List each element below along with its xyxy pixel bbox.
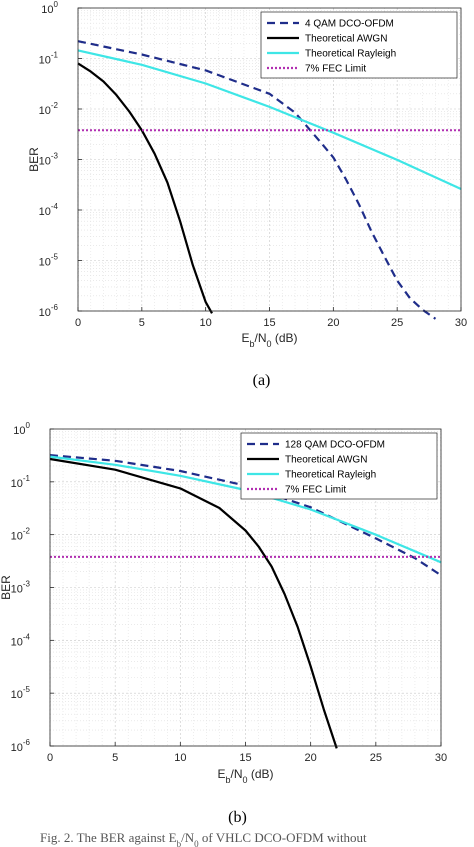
y-tick-label: 10-4 — [11, 632, 31, 648]
y-tick-base: 10 — [11, 531, 23, 543]
panel-caption: (a) — [253, 372, 271, 389]
legend-entry-label: 7% FEC Limit — [305, 64, 366, 75]
x-tick-label: 15 — [239, 752, 251, 764]
y-tick-label: 100 — [41, 0, 58, 16]
y-tick-base: 10 — [39, 257, 51, 269]
figure-caption-footer: Fig. 2. The BER against Eb/N0 of VHLC DC… — [40, 830, 367, 847]
x-tick-label: 0 — [75, 317, 81, 329]
y-tick-base: 10 — [39, 55, 51, 67]
y-tick-base: 10 — [11, 636, 23, 648]
x-tick-label: 0 — [47, 752, 53, 764]
y-tick-exponent: -3 — [23, 580, 31, 589]
y-axis-label: BER — [27, 147, 41, 172]
y-tick-label: 10-2 — [11, 527, 31, 543]
legend-entry-label: Theoretical AWGN — [285, 455, 367, 466]
legend-entry-label: 4 QAM DCO-OFDM — [305, 19, 394, 30]
y-tick-base: 10 — [39, 156, 51, 168]
y-tick-base: 10 — [39, 206, 51, 218]
y-tick-exponent: -1 — [51, 51, 59, 60]
series-line-theoretical-rayleigh — [77, 49, 462, 191]
y-tick-base: 10 — [39, 105, 51, 117]
y-axis-label: BER — [0, 575, 13, 600]
y-tick-label: 10-2 — [39, 101, 59, 117]
y-tick-exponent: -5 — [51, 253, 59, 262]
y-tick-label: 10-5 — [39, 253, 59, 269]
x-tick-label: 30 — [435, 752, 447, 764]
y-tick-label: 10-6 — [11, 738, 31, 754]
y-tick-exponent: -4 — [23, 632, 31, 641]
y-tick-exponent: -5 — [23, 685, 31, 694]
y-tick-label: 10-3 — [11, 580, 31, 596]
x-axis-label: Eb/N0 (dB) — [241, 331, 297, 349]
panel-caption: (b) — [228, 809, 247, 826]
chart-panel-a: 0 5 10 15 20 25 3010010-110-210-310-410-510-6E… — [27, 0, 467, 389]
y-tick-label: 10-5 — [11, 685, 31, 701]
x-tick-label: 20 — [305, 752, 317, 764]
y-tick-exponent: -4 — [51, 202, 59, 211]
x-tick-label: 10 — [174, 752, 186, 764]
y-tick-label: 100 — [13, 421, 30, 437]
y-tick-exponent: -3 — [51, 152, 59, 161]
y-tick-exponent: -2 — [51, 101, 59, 110]
y-tick-exponent: -2 — [23, 527, 31, 536]
y-tick-base: 10 — [11, 742, 23, 754]
y-tick-exponent: 0 — [54, 0, 59, 9]
y-tick-exponent: -6 — [51, 303, 59, 312]
y-tick-base: 10 — [41, 4, 53, 16]
y-tick-label: 10-4 — [39, 202, 59, 218]
y-tick-exponent: -6 — [23, 738, 31, 747]
x-tick-label: 5 — [139, 317, 145, 329]
legend: 4 QAM DCO-OFDM Theoretical AWGN Theoretica… — [260, 11, 458, 79]
series-line-theoretical-awgn — [77, 62, 213, 314]
legend-entry-label: 128 QAM DCO-OFDM — [285, 440, 385, 451]
y-tick-exponent: -1 — [23, 474, 31, 483]
legend-entry-label: 7% FEC Limit — [285, 485, 346, 496]
x-tick-label: 25 — [391, 317, 403, 329]
x-tick-label: 20 — [327, 317, 339, 329]
y-tick-label: 10-6 — [39, 303, 59, 319]
series-line-theoretical-awgn — [49, 457, 338, 749]
y-tick-label: 10-3 — [39, 152, 59, 168]
y-tick-exponent: 0 — [26, 421, 31, 430]
legend-entry-label: Theoretical Rayleigh — [305, 49, 396, 60]
x-tick-label: 5 — [112, 752, 118, 764]
y-tick-label: 10-1 — [39, 51, 59, 67]
legend-entry-label: Theoretical AWGN — [305, 34, 387, 45]
grid-lines — [77, 8, 462, 312]
y-tick-base: 10 — [39, 307, 51, 319]
legend-entry-label: Theoretical Rayleigh — [285, 470, 376, 481]
x-tick-label: 15 — [263, 317, 275, 329]
x-tick-label: 10 — [200, 317, 212, 329]
y-tick-base: 10 — [13, 425, 25, 437]
y-tick-base: 10 — [11, 689, 23, 701]
x-tick-label: 25 — [370, 752, 382, 764]
x-axis-label: Eb/N0 (dB) — [217, 767, 273, 785]
y-tick-label: 10-1 — [11, 474, 31, 490]
series-line-4-qam-dco-ofdm — [77, 40, 437, 320]
chart-panel-b: 0 5 10 15 20 25 3010010-110-210-310-410-510-6E… — [0, 421, 447, 826]
legend: 128 QAM DCO-OFDM Theoretical AWGN Theoreti… — [240, 432, 438, 500]
y-tick-base: 10 — [11, 584, 23, 596]
y-tick-base: 10 — [11, 478, 23, 490]
x-tick-label: 30 — [455, 317, 467, 329]
